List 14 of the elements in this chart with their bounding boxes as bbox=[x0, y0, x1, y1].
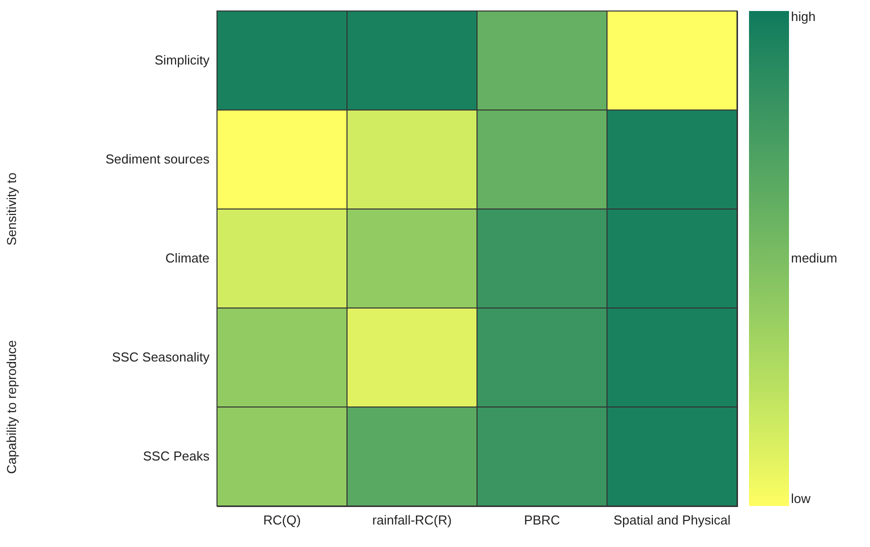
y-tick-label: Climate bbox=[165, 250, 210, 266]
y-tick-label: Sediment sources bbox=[105, 152, 210, 166]
color-bar-label: high bbox=[791, 9, 816, 24]
color-bar-label: low bbox=[791, 491, 812, 506]
y-tick-label: SSC Seasonality bbox=[112, 350, 210, 364]
x-tick-label: Spatial and Physical bbox=[613, 512, 731, 528]
x-tick-label: rainfall-RC(R) bbox=[372, 512, 452, 528]
y-tick-label: SSC Peaks bbox=[143, 448, 210, 464]
y-tick-label: Simplicity bbox=[154, 52, 210, 68]
x-tick-label: PBRC bbox=[524, 512, 560, 528]
color-bar-label: medium bbox=[791, 250, 838, 266]
x-tick-label: RC(Q) bbox=[263, 512, 301, 528]
text: Sensitivity to bbox=[4, 172, 19, 246]
text: Capability to reproduce bbox=[4, 340, 19, 474]
